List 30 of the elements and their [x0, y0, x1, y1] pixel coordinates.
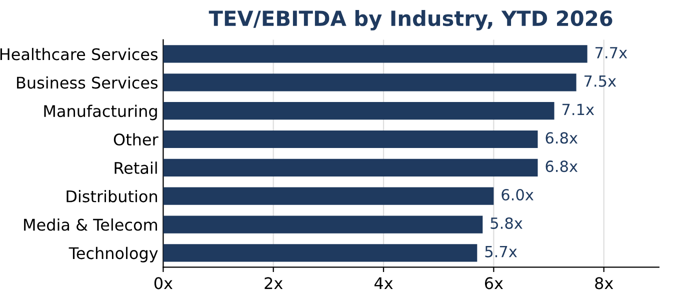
x-tick-label: 2x — [264, 277, 283, 289]
y-tick-label: Retail — [114, 162, 157, 174]
bar — [163, 216, 483, 234]
y-tick-label: Manufacturing — [44, 104, 157, 120]
data-label: 6.8x — [546, 132, 578, 144]
y-tick-label: Healthcare Services — [0, 48, 158, 60]
bar — [163, 45, 588, 63]
x-tick-label: 4x — [374, 277, 393, 289]
x-tick-label: 6x — [484, 277, 503, 290]
data-label: 7.7x — [596, 47, 628, 58]
bar — [163, 187, 494, 205]
data-label: 6.0x — [502, 188, 534, 201]
bar — [163, 158, 538, 176]
data-label: 5.8x — [490, 217, 522, 229]
y-tick-label: Media & Telecom — [24, 218, 157, 231]
x-tick-label: 0x — [154, 277, 172, 290]
bar — [163, 244, 478, 262]
bar — [163, 130, 538, 148]
data-label: 5.7x — [485, 246, 517, 258]
bar — [163, 74, 576, 92]
bar — [163, 102, 554, 120]
x-tick-label: 8x — [595, 277, 614, 290]
y-tick-label: Technology — [68, 246, 158, 262]
data-label: 7.1x — [562, 104, 594, 116]
data-label: 6.8x — [546, 160, 578, 172]
y-tick-label: Business Services — [17, 76, 158, 89]
y-tick-label: Distribution — [66, 190, 157, 202]
y-tick-label: Other — [114, 133, 158, 146]
chart-title: TEV/EBITDA by Industry, YTD 2026 — [208, 10, 612, 30]
data-label: 7.5x — [584, 75, 616, 87]
